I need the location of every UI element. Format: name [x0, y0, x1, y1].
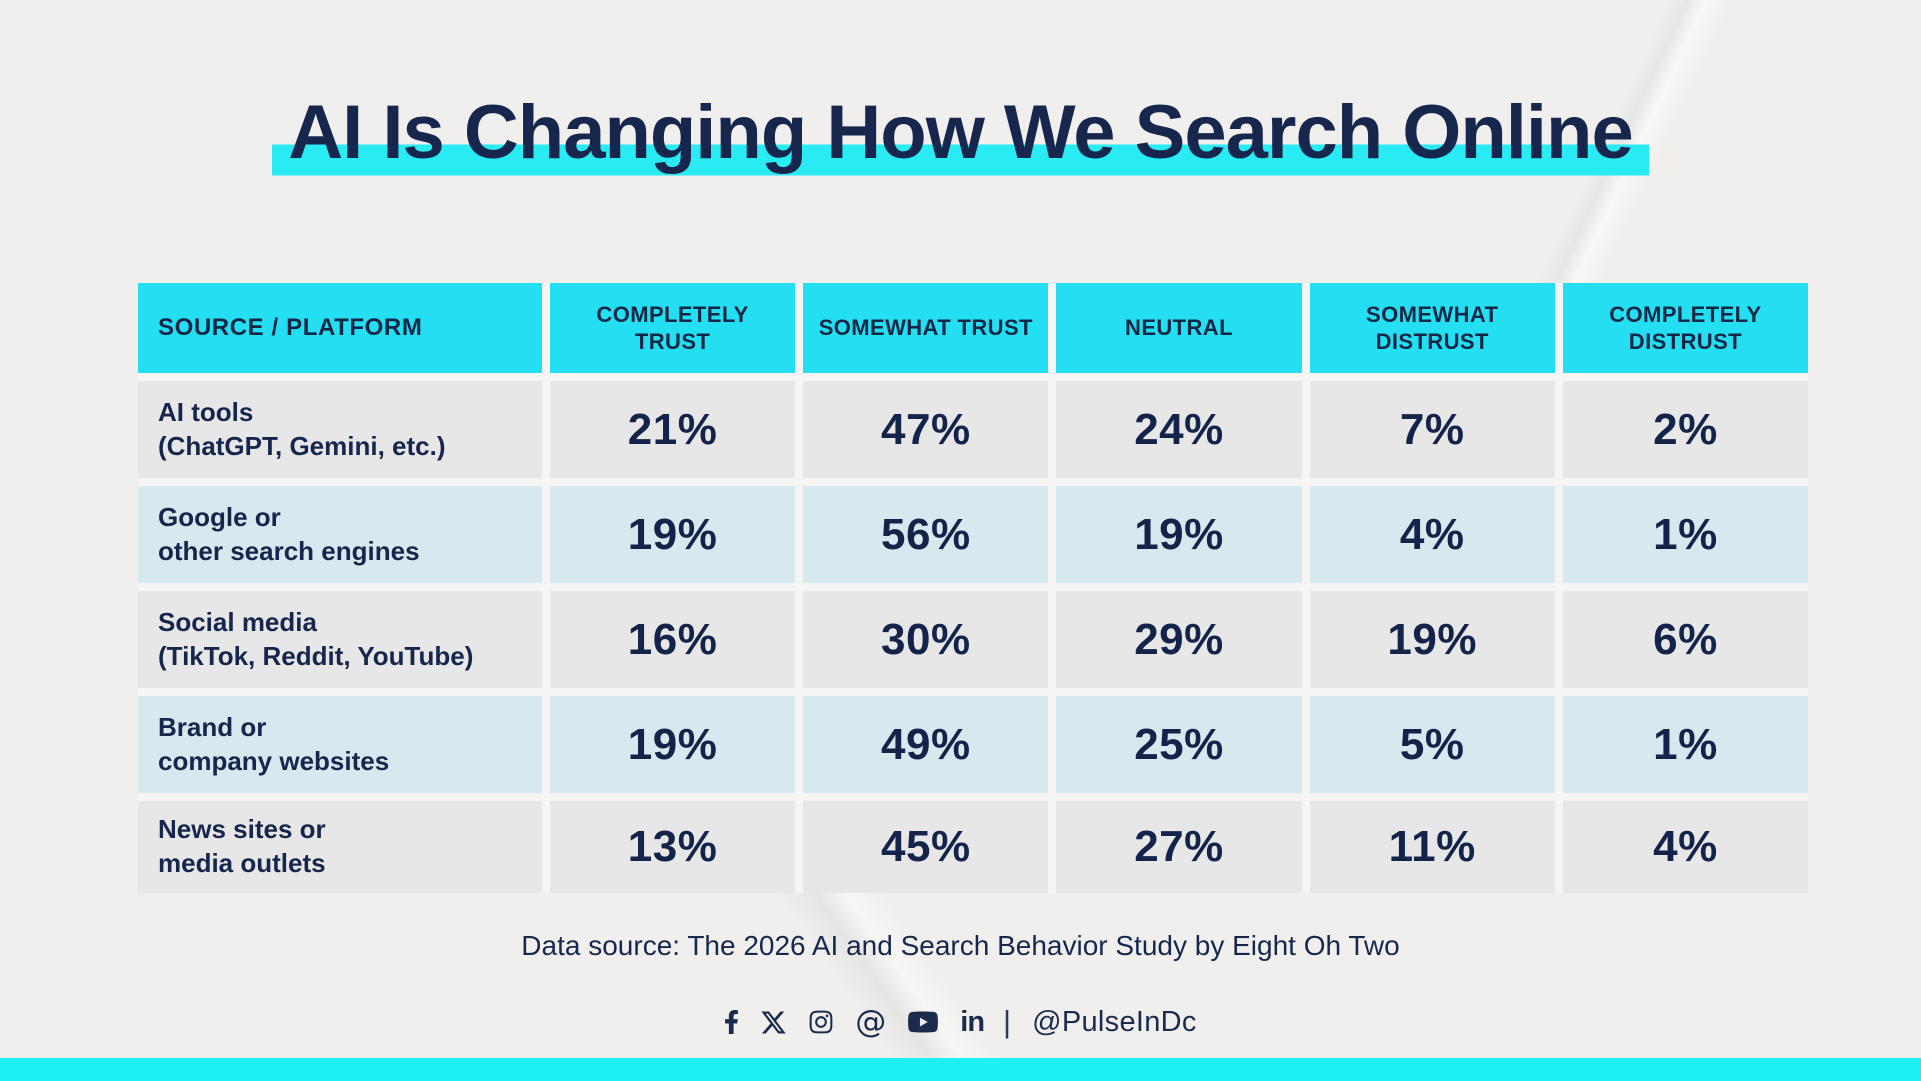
row-label-line: media outlets	[158, 848, 326, 878]
value-cell: 25%	[1056, 696, 1302, 793]
value-cell: 16%	[550, 591, 796, 688]
row-label-line: other search engines	[158, 535, 420, 566]
row-label-line: (ChatGPT, Gemini, etc.)	[158, 430, 446, 461]
column-header-completely-distrust: COMPLETELY DISTRUST	[1562, 283, 1808, 373]
value-cell: 47%	[803, 381, 1049, 478]
value-cell: 4%	[1309, 486, 1555, 583]
value-cell: 1%	[1562, 696, 1808, 793]
value-cell: 19%	[1056, 486, 1302, 583]
value-cell: 21%	[550, 381, 796, 478]
value-cell: 30%	[803, 591, 1049, 688]
value-cell: 29%	[1056, 591, 1302, 688]
value-cell: 1%	[1562, 486, 1808, 583]
row-label-line: (TikTok, Reddit, YouTube)	[158, 640, 474, 671]
value-cell: 7%	[1309, 381, 1555, 478]
row-label-news-sites: News sites or media outlets	[138, 801, 542, 893]
value-cell: 27%	[1056, 801, 1302, 893]
row-label-line: Google or	[158, 501, 281, 532]
value-cell: 4%	[1562, 801, 1808, 893]
social-handle: @PulseInDc	[1032, 1005, 1197, 1038]
column-header-somewhat-trust: SOMEWHAT TRUST	[803, 283, 1049, 373]
threads-icon: @	[855, 1003, 887, 1040]
facebook-icon	[724, 1008, 739, 1036]
trust-table: SOURCE / PLATFORM COMPLETELY TRUST SOMEW…	[138, 283, 1808, 893]
value-cell: 6%	[1562, 591, 1808, 688]
column-header-completely-trust: COMPLETELY TRUST	[550, 283, 796, 373]
row-label-brand-websites: Brand or company websites	[138, 696, 542, 793]
page-title: AI Is Changing How We Search Online	[272, 88, 1649, 178]
row-label-line: AI tools	[158, 396, 254, 427]
social-row: @ in | @PulseInDc	[0, 1000, 1921, 1044]
x-icon	[760, 1009, 787, 1036]
row-label-line: News sites or	[158, 814, 326, 845]
row-label-line: Brand or	[158, 711, 267, 742]
value-cell: 11%	[1309, 801, 1555, 893]
linkedin-icon: in	[960, 1005, 985, 1038]
value-cell: 19%	[1309, 591, 1555, 688]
value-cell: 45%	[803, 801, 1049, 893]
column-header-neutral: NEUTRAL	[1056, 283, 1302, 373]
value-cell: 49%	[803, 696, 1049, 793]
row-label-social-media: Social media (TikTok, Reddit, YouTube)	[138, 591, 542, 688]
title-row: AI Is Changing How We Search Online	[0, 88, 1921, 178]
row-label-search-engines: Google or other search engines	[138, 486, 542, 583]
instagram-icon	[808, 1009, 834, 1035]
value-cell: 2%	[1562, 381, 1808, 478]
data-source-note: Data source: The 2026 AI and Search Beha…	[521, 930, 1400, 961]
row-label-line: company websites	[158, 745, 390, 776]
column-header-somewhat-distrust: SOMEWHAT DISTRUST	[1309, 283, 1555, 373]
column-header-source-platform: SOURCE / PLATFORM	[138, 283, 542, 373]
bottom-accent-bar	[0, 1058, 1921, 1081]
value-cell: 5%	[1309, 696, 1555, 793]
row-label-line: Social media	[158, 606, 317, 637]
value-cell: 24%	[1056, 381, 1302, 478]
social-divider: |	[1003, 1004, 1012, 1039]
value-cell: 19%	[550, 696, 796, 793]
value-cell: 13%	[550, 801, 796, 893]
youtube-icon	[907, 1008, 939, 1036]
value-cell: 56%	[803, 486, 1049, 583]
value-cell: 19%	[550, 486, 796, 583]
row-label-ai-tools: AI tools (ChatGPT, Gemini, etc.)	[138, 381, 542, 478]
